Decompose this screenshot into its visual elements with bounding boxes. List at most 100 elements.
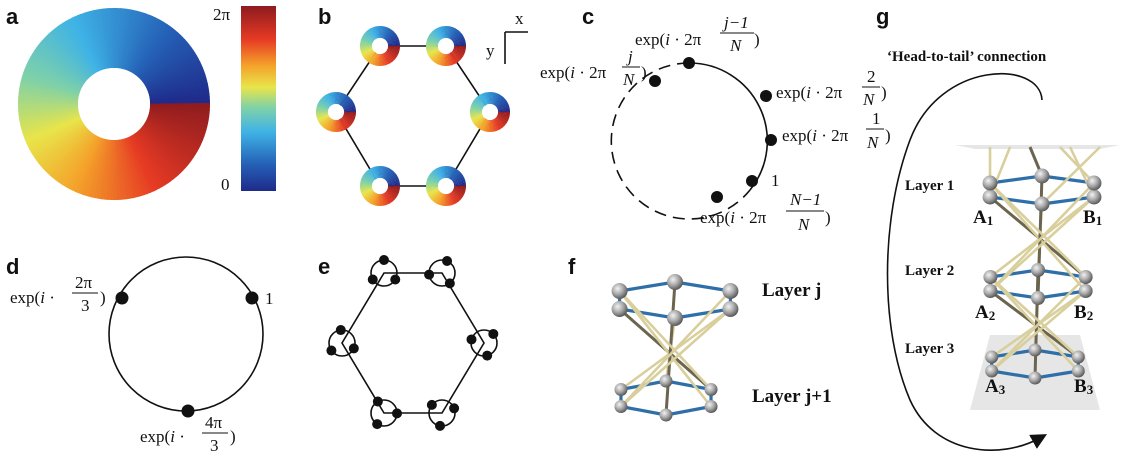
site-ball — [611, 301, 628, 317]
ring-segment — [124, 12, 147, 71]
dot-2 — [760, 90, 772, 102]
ring-segment — [32, 50, 85, 86]
svg-text:exp(i · 2π: exp(i · 2π — [635, 30, 702, 49]
ring-segment — [32, 123, 85, 159]
ring-segment — [381, 26, 386, 39]
ring-segment — [146, 64, 204, 91]
ring-hole — [78, 68, 150, 140]
ring-segment — [316, 112, 329, 114]
ring-segment — [427, 177, 439, 184]
ring-segment — [475, 96, 485, 107]
ring-segment — [341, 117, 352, 127]
ring-segment — [385, 191, 395, 202]
ring-segment — [361, 37, 373, 44]
dot-n-minus-1 — [711, 191, 723, 203]
ring-segment — [368, 192, 377, 204]
ring-segment — [148, 113, 207, 134]
ring-segment — [22, 71, 81, 94]
ring-segment — [429, 173, 440, 182]
ring-segment — [47, 129, 91, 176]
ring-segment — [134, 25, 174, 76]
ring-segment — [486, 92, 490, 105]
ring-segment — [439, 193, 445, 206]
ring-segment — [368, 28, 376, 40]
ring-segment — [493, 118, 501, 131]
ring-segment — [426, 47, 439, 52]
ring-segment — [130, 18, 162, 73]
ring-segment — [452, 189, 465, 196]
ring-segment — [360, 44, 373, 47]
circle-d — [108, 256, 264, 412]
ring-segment — [20, 77, 80, 96]
colorbar-min-label: 0 — [221, 175, 230, 194]
ring-segment — [426, 186, 439, 190]
ring-segment — [343, 114, 355, 121]
ring-segment — [453, 177, 465, 184]
ring-segment — [496, 100, 508, 108]
ring-segment — [426, 40, 439, 45]
ring-segment — [97, 139, 110, 200]
ring-segment — [451, 191, 461, 202]
ring-segment — [449, 28, 458, 40]
ring-hole — [438, 178, 454, 194]
head-to-tail-arrow — [886, 73, 1048, 451]
ring-segment — [328, 92, 334, 105]
ring-segment — [438, 166, 444, 179]
ring-segment — [360, 186, 373, 188]
interlayer-rod — [989, 276, 1080, 372]
ring-segment — [448, 167, 455, 179]
ring-segment — [452, 49, 465, 56]
ring-segment — [437, 53, 444, 65]
trimer-dot — [435, 420, 446, 431]
ring-segment — [490, 119, 494, 132]
site-ring-3 — [470, 92, 511, 132]
ring-segment — [142, 124, 193, 164]
site-ball — [1031, 263, 1045, 277]
interlayer-rod — [664, 281, 677, 416]
expr-1: exp(i · 2π 1 N ) — [782, 109, 891, 152]
ring-segment — [320, 97, 331, 107]
ring-segment — [371, 27, 378, 39]
ring-segment — [452, 49, 464, 58]
site-ball — [704, 383, 718, 396]
layer-j-plus-1-sites — [614, 374, 718, 422]
site-ball — [1034, 168, 1050, 184]
ring-segment — [327, 119, 334, 131]
ring-segment — [387, 185, 401, 188]
ring-segment — [18, 87, 79, 100]
svg-text:A1: A1 — [973, 207, 993, 228]
ring-segment — [385, 31, 396, 41]
ring-segment — [136, 131, 177, 180]
ring-segment — [436, 192, 443, 205]
ring-segment — [19, 84, 79, 99]
ring-hole — [438, 38, 454, 54]
ring-segment — [136, 29, 179, 78]
layer-1-label: Layer 1 — [905, 178, 954, 194]
ring-segment — [368, 52, 377, 64]
ring-segment — [452, 32, 463, 42]
ring-segment — [447, 26, 452, 39]
ring-segment — [452, 189, 464, 198]
ring-segment — [361, 177, 373, 184]
site-a3-label: A3 — [985, 376, 1006, 397]
ring-segment — [317, 114, 329, 121]
ring-segment — [27, 58, 83, 89]
ring-segment — [444, 26, 446, 39]
trimer-2 — [424, 256, 456, 289]
ring-segment — [472, 116, 484, 124]
ring-segment — [371, 193, 378, 205]
ring-segment — [125, 13, 150, 71]
ring-segment — [492, 119, 498, 132]
dot-j — [649, 75, 661, 87]
ring-segment — [426, 188, 439, 194]
ring-segment — [322, 95, 332, 106]
ring-segment — [477, 118, 486, 129]
ring-segment — [21, 74, 80, 95]
site-ball — [985, 364, 999, 378]
ring-segment — [381, 53, 386, 66]
ring-segment — [342, 98, 353, 108]
interlayer-rod — [1041, 146, 1101, 205]
ring-segment — [128, 15, 157, 72]
ring-segment — [339, 94, 348, 106]
ring-segment — [121, 9, 138, 70]
